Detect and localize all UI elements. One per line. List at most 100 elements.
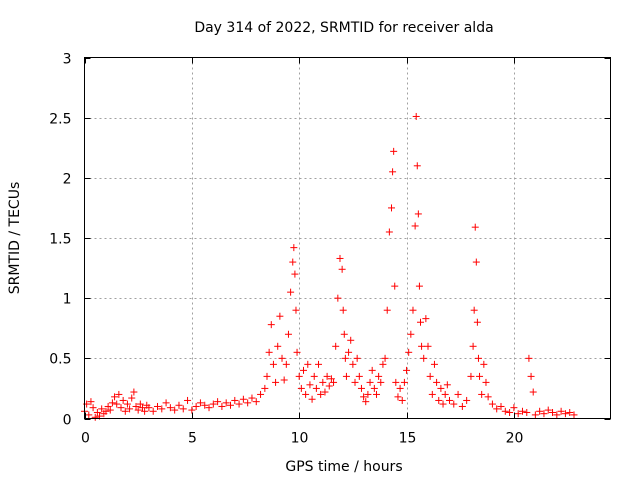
data-point [471,223,479,231]
data-point [437,384,445,392]
y-tick-label: 2 [63,172,72,188]
axis-ticks: 0 0.5 1 1.5 2 2.5 3 0 5 10 15 20 [49,52,611,447]
data-point [209,400,217,408]
data-point [226,401,234,409]
data-point [412,112,420,120]
y-tick-label: 0.5 [49,352,71,368]
data-point [484,393,492,401]
data-point [330,378,338,386]
plot-frame [84,57,611,419]
data-point [248,394,256,402]
data-point [355,372,363,380]
data-point [87,398,95,406]
data-point [218,402,226,410]
data-point [433,378,441,386]
data-point [366,378,374,386]
data-point [435,396,443,404]
data-point [269,360,277,368]
data-point [377,378,385,386]
data-point [470,306,478,314]
data-point [570,411,578,419]
data-point [443,381,451,389]
data-point [290,244,298,252]
data-point [454,390,462,398]
data-point [334,294,342,302]
data-point [319,378,327,386]
data-point [263,372,271,380]
data-point [525,354,533,362]
data-point [566,408,574,416]
data-point [426,372,434,380]
data-point [469,342,477,350]
data-point [415,282,423,290]
data-point [349,360,357,368]
data-point [414,210,422,218]
data-point [304,360,312,368]
y-tick-label: 1.5 [49,232,71,248]
data-point [205,404,213,412]
data-point [467,372,475,380]
data-point [506,408,514,416]
data-point [171,406,179,414]
data-point [308,395,316,403]
data-point [514,410,522,418]
data-point [472,258,480,266]
data-point [561,410,569,418]
data-point [231,396,239,404]
data-point [482,378,490,386]
data-point [106,406,114,414]
data-point [293,348,301,356]
data-point [132,402,140,410]
data-point [450,400,458,408]
data-point [339,306,347,314]
data-point [261,384,269,392]
x-axis-label: GPS time / hours [285,459,402,475]
data-point [93,408,101,416]
data-point [153,402,161,410]
data-point [175,401,183,409]
data-point [351,378,359,386]
data-point [379,360,387,368]
data-point [501,407,509,415]
y-tick-label: 2.5 [49,112,71,128]
data-point [480,360,488,368]
data-point [396,384,404,392]
data-point [267,321,275,329]
data-point [123,400,131,408]
chart-title: Day 314 of 2022, SRMTID for receiver ald… [194,20,493,36]
data-point [104,402,112,410]
data-point [257,390,265,398]
data-point [347,336,355,344]
data-point [128,394,136,402]
data-point [389,168,397,176]
data-point [289,258,297,266]
data-point [327,375,335,383]
data-point [342,372,350,380]
data-point [130,388,138,396]
data-point [473,318,481,326]
data-point [385,228,393,236]
data-point [306,381,314,389]
data-point [405,348,413,356]
data-point [284,330,292,338]
data-point [518,407,526,415]
data-point [441,390,449,398]
data-point [362,398,370,406]
data-point [418,342,426,350]
data-point [544,406,552,414]
data-point [108,399,116,407]
data-point [299,366,307,374]
data-point [430,360,438,368]
data-point [272,378,280,386]
data-point [398,396,406,404]
data-point [214,398,222,406]
data-point [540,410,548,418]
data-point [115,390,123,398]
data-point [244,399,252,407]
data-point [357,384,365,392]
data-point [141,407,149,415]
data-point [403,366,411,374]
data-point [292,306,300,314]
data-point [458,402,466,410]
data-point [529,388,537,396]
